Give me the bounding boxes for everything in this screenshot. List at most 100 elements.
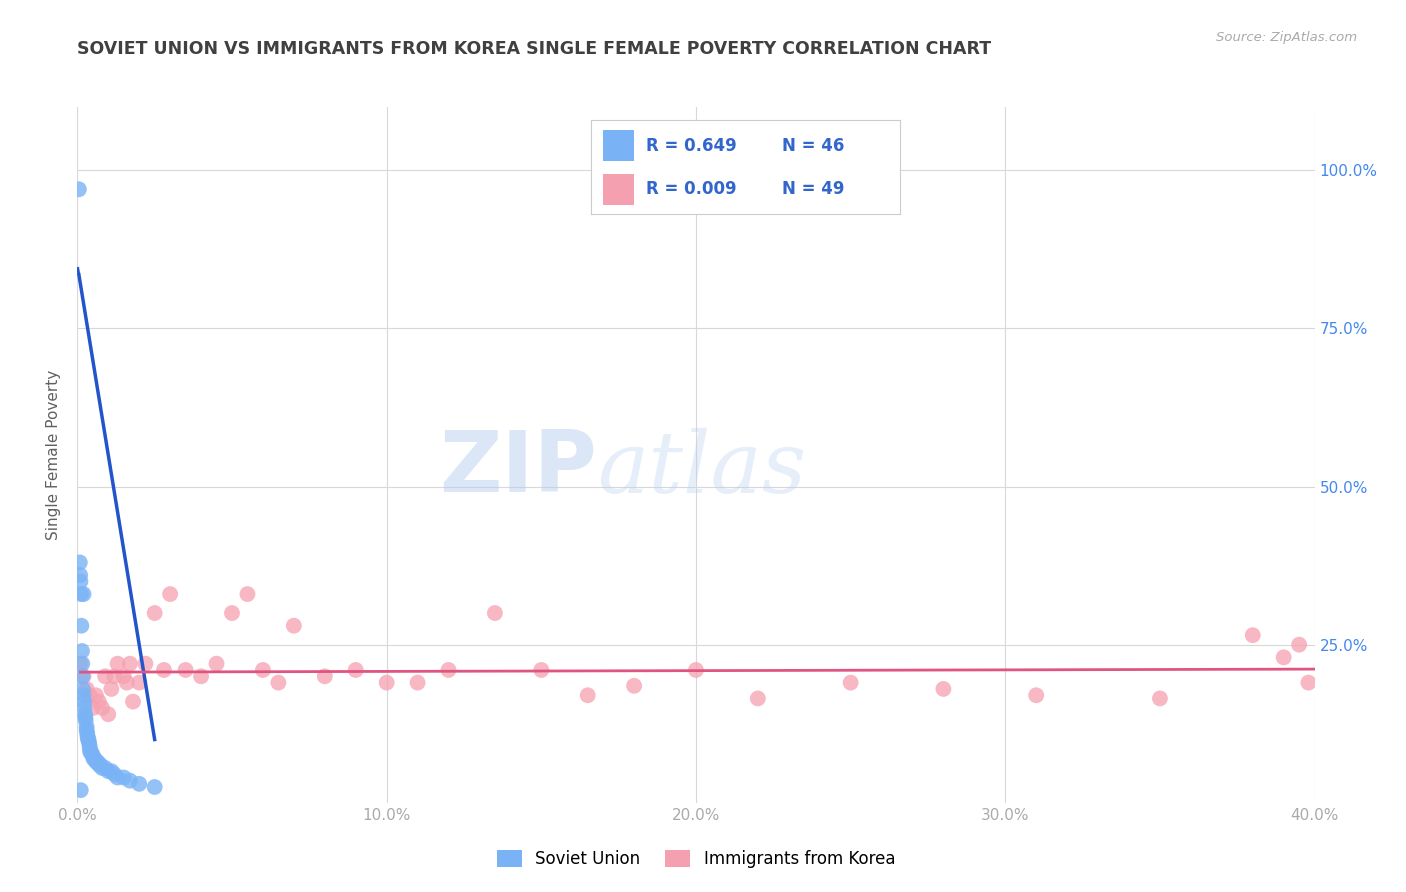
- Point: [115, 675, 138, 690]
- Point: [576, 688, 599, 702]
- Point: [118, 773, 141, 788]
- Point: [80, 745, 103, 759]
- Bar: [603, 174, 634, 205]
- Point: [205, 657, 228, 671]
- Point: [1288, 638, 1310, 652]
- Point: [190, 669, 212, 683]
- Point: [72, 587, 94, 601]
- Point: [406, 675, 429, 690]
- Point: [1025, 688, 1047, 702]
- Point: [75, 710, 97, 724]
- Point: [153, 663, 176, 677]
- Point: [143, 780, 166, 794]
- Point: [75, 707, 96, 722]
- Point: [77, 732, 100, 747]
- Point: [1272, 650, 1295, 665]
- Point: [69, 568, 91, 582]
- Point: [143, 606, 166, 620]
- Point: [76, 726, 98, 740]
- Point: [76, 681, 98, 696]
- Y-axis label: Single Female Poverty: Single Female Poverty: [46, 370, 62, 540]
- Point: [112, 771, 135, 785]
- Point: [79, 739, 101, 753]
- Point: [82, 701, 104, 715]
- Point: [118, 657, 141, 671]
- Point: [375, 675, 398, 690]
- Point: [70, 644, 93, 658]
- Point: [283, 618, 305, 632]
- Point: [134, 657, 156, 671]
- Point: [484, 606, 506, 620]
- Point: [267, 675, 290, 690]
- Text: Source: ZipAtlas.com: Source: ZipAtlas.com: [1216, 31, 1357, 45]
- Point: [76, 730, 98, 744]
- Point: [69, 657, 91, 671]
- Point: [73, 701, 96, 715]
- Point: [94, 761, 117, 775]
- Point: [100, 764, 122, 779]
- Point: [69, 556, 91, 570]
- Point: [83, 751, 105, 765]
- Point: [128, 777, 150, 791]
- Point: [159, 587, 181, 601]
- Point: [72, 688, 94, 702]
- Point: [1149, 691, 1171, 706]
- Point: [122, 695, 145, 709]
- Point: [437, 663, 460, 677]
- Point: [97, 764, 120, 779]
- Point: [100, 681, 122, 696]
- Point: [87, 695, 110, 709]
- Text: N = 46: N = 46: [782, 136, 845, 154]
- Point: [67, 182, 90, 196]
- Point: [69, 574, 91, 589]
- Point: [87, 757, 110, 772]
- Point: [86, 755, 108, 769]
- Point: [91, 701, 114, 715]
- Point: [252, 663, 274, 677]
- Text: R = 0.649: R = 0.649: [647, 136, 737, 154]
- Point: [70, 587, 93, 601]
- Point: [84, 755, 107, 769]
- Point: [103, 669, 125, 683]
- Point: [344, 663, 367, 677]
- Point: [82, 748, 104, 763]
- Point: [932, 681, 955, 696]
- Text: SOVIET UNION VS IMMIGRANTS FROM KOREA SINGLE FEMALE POVERTY CORRELATION CHART: SOVIET UNION VS IMMIGRANTS FROM KOREA SI…: [77, 40, 991, 58]
- Point: [623, 679, 645, 693]
- Point: [128, 675, 150, 690]
- Point: [79, 742, 101, 756]
- Point: [72, 657, 94, 671]
- Point: [107, 771, 129, 785]
- Point: [685, 663, 707, 677]
- Point: [75, 714, 97, 728]
- Point: [72, 681, 94, 696]
- Point: [112, 669, 135, 683]
- Point: [79, 688, 101, 702]
- Point: [97, 707, 120, 722]
- Point: [72, 669, 94, 683]
- Point: [94, 669, 117, 683]
- Point: [103, 767, 125, 781]
- Point: [70, 618, 93, 632]
- Text: ZIP: ZIP: [439, 427, 598, 510]
- Point: [174, 663, 197, 677]
- Text: N = 49: N = 49: [782, 180, 845, 198]
- Point: [91, 761, 114, 775]
- Point: [69, 783, 91, 797]
- Point: [1241, 628, 1264, 642]
- Point: [107, 657, 129, 671]
- Point: [76, 723, 98, 737]
- Point: [79, 745, 101, 759]
- Point: [73, 695, 96, 709]
- Point: [530, 663, 553, 677]
- Bar: [603, 129, 634, 161]
- Point: [84, 688, 107, 702]
- Text: R = 0.009: R = 0.009: [647, 180, 737, 198]
- Point: [82, 751, 104, 765]
- Point: [221, 606, 243, 620]
- Point: [236, 587, 259, 601]
- Legend: Soviet Union, Immigrants from Korea: Soviet Union, Immigrants from Korea: [491, 843, 901, 874]
- Point: [72, 669, 94, 683]
- Point: [314, 669, 336, 683]
- Point: [76, 720, 98, 734]
